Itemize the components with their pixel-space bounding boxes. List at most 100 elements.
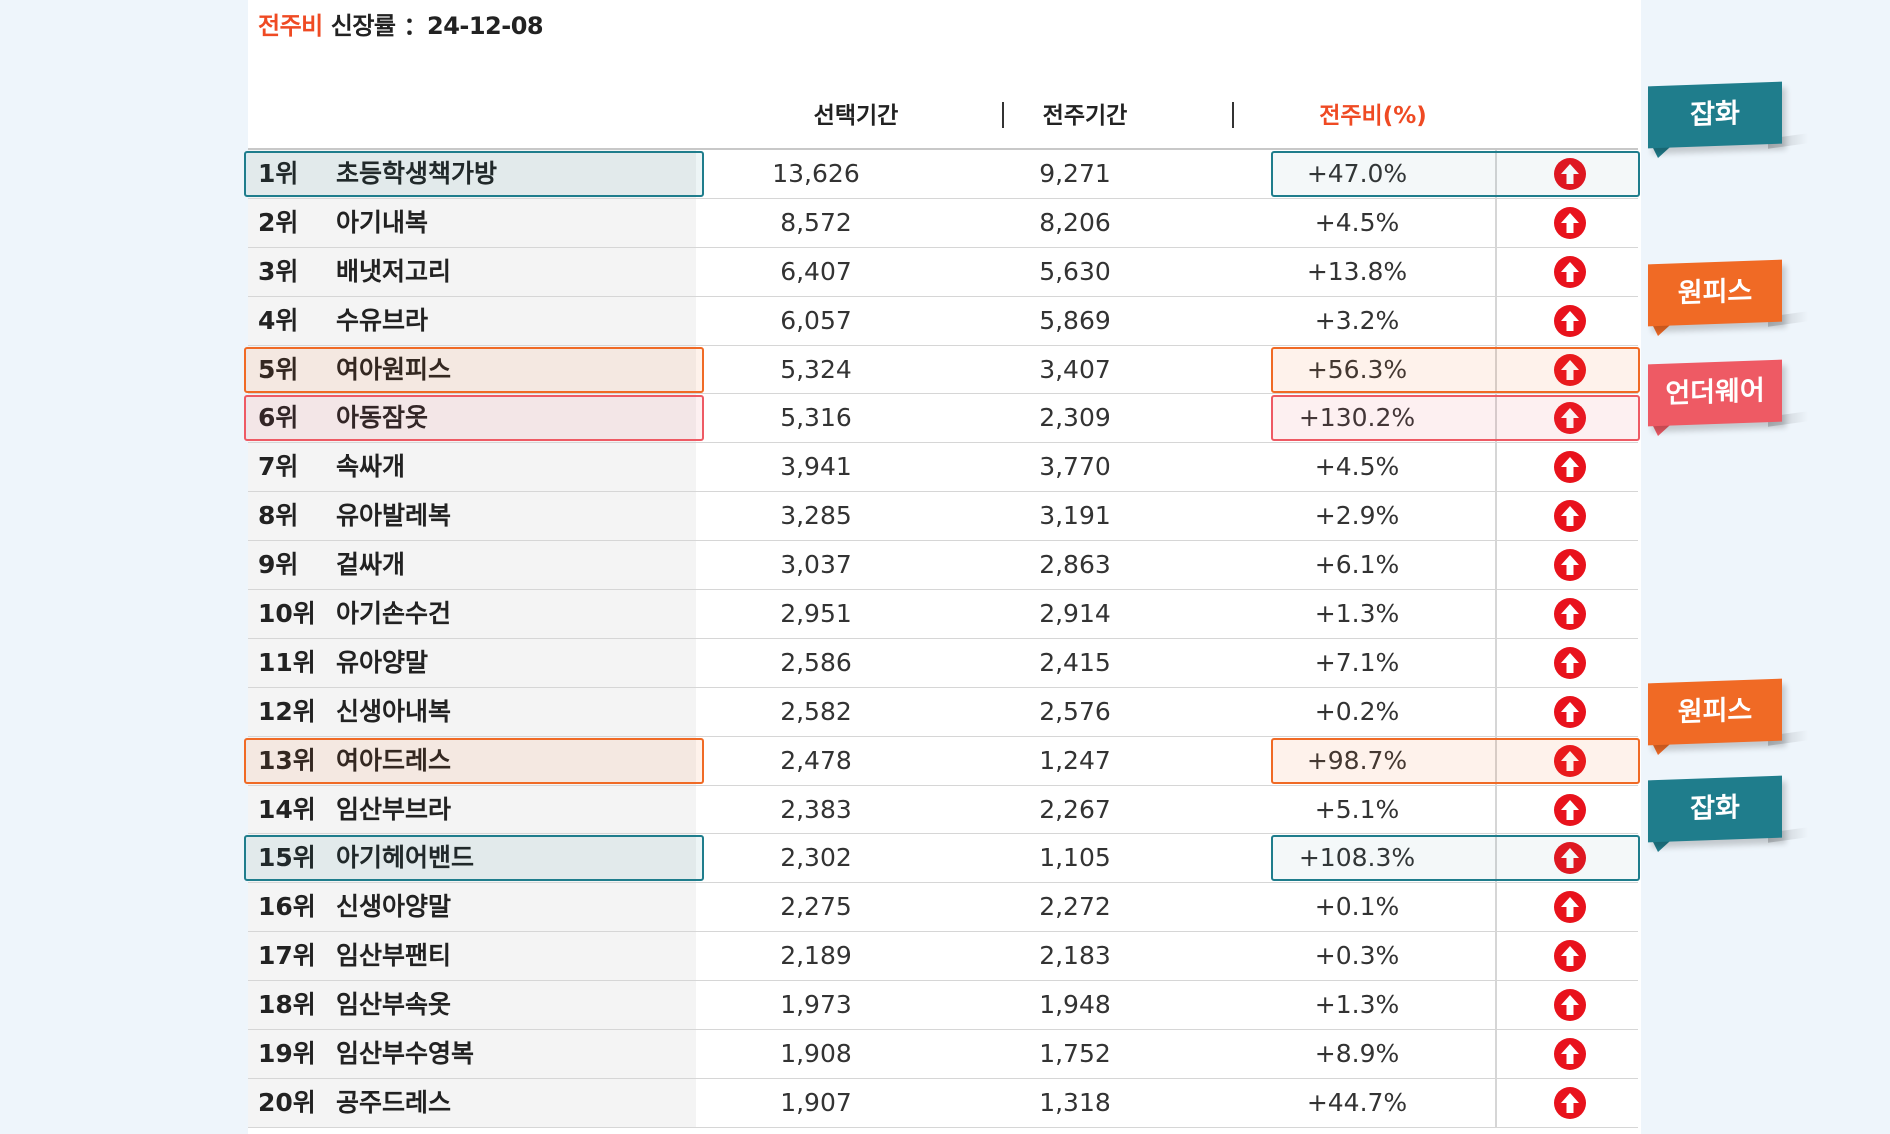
selected-period-value: 3,285 <box>780 501 852 531</box>
change-percent-value: +0.2% <box>1314 696 1400 726</box>
change-percent-value: +44.7% <box>1306 1087 1408 1117</box>
keyword-label: 신생아내복 <box>336 696 452 726</box>
keyword-label: 속싸개 <box>336 452 406 482</box>
table-row: 20위 공주드레스 1,907 1,318 +44.7% <box>248 1078 1638 1128</box>
keyword-label: 유아양말 <box>336 647 429 677</box>
rank-label: 14위 <box>258 794 316 824</box>
rank-label: 2위 <box>258 207 299 237</box>
name-cell <box>248 541 696 590</box>
selected-period-value: 2,582 <box>780 696 852 726</box>
previous-period-value: 1,105 <box>1039 843 1111 873</box>
selected-period-value: 1,908 <box>780 1039 852 1069</box>
table-row: 14위 임산부브라 2,383 2,267 +5.1% <box>248 785 1638 835</box>
previous-period-value: 3,770 <box>1039 452 1111 482</box>
rank-label: 20위 <box>258 1087 316 1117</box>
column-divider <box>1495 198 1497 247</box>
name-cell <box>248 198 696 247</box>
arrow-up-icon <box>1554 353 1586 386</box>
keyword-label: 여아드레스 <box>336 745 452 775</box>
selected-period-value: 2,383 <box>780 794 852 824</box>
keyword-label: 아기헤어밴드 <box>336 843 475 873</box>
previous-period-value: 2,183 <box>1039 941 1111 971</box>
table-row: 5위 여아원피스 5,324 3,407 +56.3% <box>244 345 1640 395</box>
previous-period-value: 1,752 <box>1039 1039 1111 1069</box>
table-row: 2위 아기내복 8,572 8,206 +4.5% <box>248 198 1638 248</box>
arrow-up-icon <box>1554 842 1586 875</box>
change-percent-value: +4.5% <box>1314 452 1400 482</box>
change-percent-value: +3.2% <box>1314 305 1400 335</box>
keyword-label: 신생아양말 <box>336 892 452 922</box>
table-row: 4위 수유브라 6,057 5,869 +3.2% <box>248 296 1638 346</box>
previous-period-value: 2,914 <box>1039 599 1111 629</box>
name-cell <box>248 981 696 1030</box>
previous-period-value: 1,948 <box>1039 990 1111 1020</box>
arrow-up-icon <box>1554 549 1586 582</box>
previous-period-value: 1,318 <box>1039 1087 1111 1117</box>
category-callout: 원피스 <box>1648 678 1808 755</box>
arrow-up-icon <box>1554 598 1586 631</box>
change-percent-value: +98.7% <box>1306 745 1408 775</box>
previous-period-value: 2,415 <box>1039 647 1111 677</box>
name-cell <box>248 247 696 296</box>
selected-period-value: 8,572 <box>780 207 852 237</box>
table-row: 17위 임산부팬티 2,189 2,183 +0.3% <box>248 932 1638 982</box>
name-cell <box>248 394 696 443</box>
previous-period-value: 5,630 <box>1039 256 1111 286</box>
name-cell <box>248 590 696 638</box>
selected-period-value: 2,478 <box>780 745 852 775</box>
selected-period-value: 1,973 <box>780 990 852 1020</box>
previous-period-value: 2,863 <box>1039 550 1111 580</box>
name-cell <box>248 834 696 883</box>
header-selected-period: 선택기간 <box>813 103 899 129</box>
arrow-up-icon <box>1554 940 1586 973</box>
arrow-up-icon <box>1554 1086 1586 1119</box>
rank-label: 18위 <box>258 990 316 1020</box>
arrow-up-icon <box>1554 402 1586 435</box>
keyword-label: 아동잠옷 <box>336 403 429 433</box>
column-divider <box>1495 150 1497 198</box>
name-cell <box>248 150 696 198</box>
change-percent-value: +4.5% <box>1314 207 1400 237</box>
keyword-label: 임산부팬티 <box>336 941 452 971</box>
arrow-up-icon <box>1554 304 1586 337</box>
keyword-label: 유아발레복 <box>336 501 452 531</box>
rank-label: 7위 <box>258 452 299 482</box>
category-callout: 잡화 <box>1648 775 1808 852</box>
column-divider <box>1495 736 1497 785</box>
selected-period-value: 3,037 <box>780 550 852 580</box>
column-divider <box>1495 247 1497 296</box>
change-percent-value: +6.1% <box>1314 550 1400 580</box>
column-divider <box>1495 345 1497 394</box>
rank-label: 16위 <box>258 892 316 922</box>
previous-period-value: 9,271 <box>1039 159 1111 188</box>
name-cell <box>248 443 696 492</box>
keyword-label: 임산부속옷 <box>336 990 452 1020</box>
column-divider <box>1495 687 1497 736</box>
table-row: 9위 겉싸개 3,037 2,863 +6.1% <box>248 541 1638 591</box>
table-row: 3위 배냇저고리 6,407 5,630 +13.8% <box>248 247 1638 297</box>
rank-label: 1위 <box>258 159 299 188</box>
rank-label: 10위 <box>258 599 316 629</box>
table-row: 15위 아기헤어밴드 2,302 1,105 +108.3% <box>244 834 1640 884</box>
rank-label: 13위 <box>258 745 316 775</box>
column-divider <box>1495 1030 1497 1078</box>
title-date: ：24-12-08 <box>403 12 544 40</box>
previous-period-value: 3,191 <box>1039 501 1111 531</box>
name-cell <box>248 345 696 394</box>
keyword-label: 공주드레스 <box>336 1087 452 1117</box>
rank-label: 6위 <box>258 403 299 433</box>
keyword-label: 수유브라 <box>336 305 429 335</box>
header-change: 전주비(%) <box>1319 103 1427 129</box>
change-percent-value: +56.3% <box>1306 354 1408 384</box>
name-cell <box>248 785 696 834</box>
selected-period-value: 2,951 <box>780 599 852 629</box>
selected-period-value: 2,302 <box>780 843 852 873</box>
table-row: 16위 신생아양말 2,275 2,272 +0.1% <box>248 883 1638 933</box>
column-divider <box>1495 443 1497 492</box>
change-percent-value: +5.1% <box>1314 794 1400 824</box>
rank-label: 15위 <box>258 843 316 873</box>
change-percent-value: +108.3% <box>1298 843 1416 873</box>
arrow-up-icon <box>1554 158 1586 190</box>
arrow-up-icon <box>1554 451 1586 484</box>
table-row: 18위 임산부속옷 1,973 1,948 +1.3% <box>248 981 1638 1031</box>
